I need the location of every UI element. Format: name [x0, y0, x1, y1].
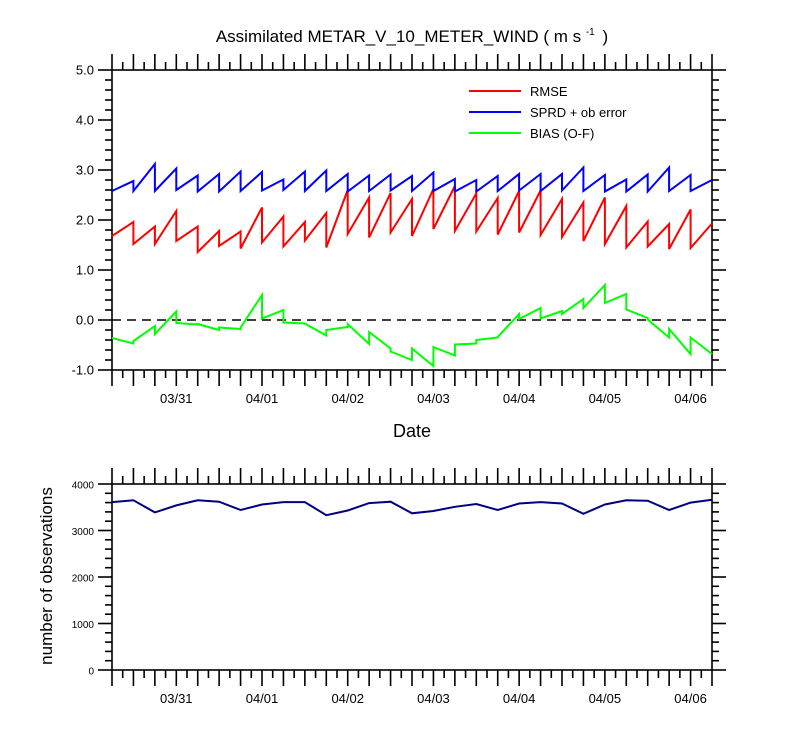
- x-tick-label: 04/03: [417, 391, 450, 406]
- x-tick-label: 04/03: [417, 691, 450, 706]
- y-tick-label: 0.0: [76, 313, 94, 328]
- x-tick-label: 03/31: [160, 691, 193, 706]
- series-line-observations: [111, 498, 713, 517]
- y-tick-label: 5.0: [76, 63, 94, 78]
- legend-label-bias: BIAS (O-F): [530, 126, 594, 141]
- series-line-sprd-ob-error: [111, 161, 713, 195]
- legend: RMSE SPRD + ob error BIAS (O-F): [469, 84, 627, 141]
- series-line-bias-o-f: [111, 282, 713, 369]
- x-tick-label: 04/05: [589, 691, 622, 706]
- x-tick-label: 04/02: [331, 691, 364, 706]
- x-tick-label: 04/01: [246, 691, 279, 706]
- legend-label-sprd: SPRD + ob error: [530, 105, 627, 120]
- x-tick-label: 04/04: [503, 691, 536, 706]
- y-tick-label: 2000: [72, 574, 95, 585]
- chart-title-unit-sup: -1: [586, 27, 595, 38]
- bias-rmse-panel: 03/31 04/01 04/02 04/03 04/04 04/05 04/06 5.0 4.…: [72, 54, 726, 406]
- chart-title: Assimilated METAR_V_10_METER_WIND ( m s …: [216, 20, 608, 46]
- x-tick-label: 04/05: [589, 391, 622, 406]
- x-tick-label: 04/06: [674, 691, 707, 706]
- y-axis-label-observations: number of observations: [37, 487, 56, 665]
- y-tick-label: 3.0: [76, 163, 94, 178]
- series-line-rmse: [111, 185, 713, 255]
- y-tick-label: 1000: [72, 620, 95, 631]
- y-tick-label: 4000: [72, 481, 95, 492]
- y-tick-label: 1.0: [76, 263, 94, 278]
- x-tick-label: 03/31: [160, 391, 193, 406]
- x-tick-label: 04/04: [503, 391, 536, 406]
- x-tick-label: 04/02: [331, 391, 364, 406]
- y-tick-label: -1.0: [72, 363, 94, 378]
- chart-title-close: ): [602, 27, 608, 46]
- y-tick-label: 2.0: [76, 213, 94, 228]
- chart-title-text: Assimilated METAR_V_10_METER_WIND ( m s: [216, 27, 581, 46]
- x-tick-label: 04/06: [674, 391, 707, 406]
- y-tick-label: 4.0: [76, 113, 94, 128]
- legend-label-rmse: RMSE: [530, 84, 568, 99]
- y-tick-label: 3000: [72, 527, 95, 538]
- x-tick-label: 04/01: [246, 391, 279, 406]
- y-tick-label: 0: [88, 667, 94, 678]
- x-axis-label: Date: [393, 421, 431, 441]
- plot-frame-1: [111, 483, 713, 671]
- observation-count-panel: 03/31 04/01 04/02 04/03 04/04 04/05 04/06 4000 3…: [72, 468, 726, 706]
